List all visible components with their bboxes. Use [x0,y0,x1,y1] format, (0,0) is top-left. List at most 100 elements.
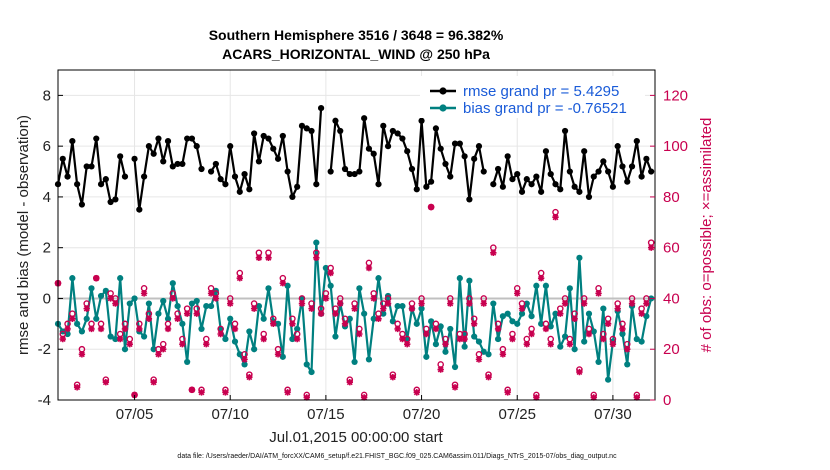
data-point [432,125,440,132]
obs-assimilated-marker [533,394,540,401]
y-right-tick-label: 80 [663,189,680,206]
obs-assimilated-marker [604,320,612,328]
data-point [356,168,363,175]
obs-assimilated-marker [571,315,578,322]
x-tick-label: 07/15 [307,406,345,423]
data-point [83,315,90,322]
x-tick-label: 07/30 [594,406,632,423]
data-point [370,150,377,157]
data-point [88,163,95,170]
data-point [231,338,239,345]
data-point [518,188,526,195]
obs-assimilated-marker [93,274,100,282]
data-point [389,318,396,325]
obs-assimilated-marker [308,305,315,312]
obs-assimilated-marker [418,300,425,307]
obs-assimilated-marker [136,325,143,333]
obs-assimilated-marker [341,320,349,328]
data-point [69,137,76,145]
data-point [59,155,66,162]
data-point [308,127,315,135]
data-point [581,338,588,345]
data-point [471,333,478,340]
data-point [308,368,315,376]
obs-assimilated-marker [207,290,215,297]
data-point [518,310,526,317]
data-point [375,181,382,188]
y-axis-right-ticks: 0 20 40 60 80 100 120 [650,87,688,409]
data-point [179,160,186,168]
data-point [313,239,320,246]
obs-assimilated-marker [375,315,382,322]
obs-assimilated-marker [380,305,387,312]
data-point [547,170,554,178]
data-point [346,315,353,322]
obs-assimilated-marker [514,290,521,297]
data-point [509,318,516,325]
obs-assimilated-marker [638,310,645,317]
obs-assimilated-marker [126,340,133,348]
data-point [624,178,631,185]
data-point [380,122,387,129]
obs-assimilated-marker [73,384,81,391]
series-3 [54,203,655,401]
data-point [198,325,205,333]
data-point [466,196,473,203]
data-point [428,178,435,185]
data-point [542,282,550,289]
data-point [117,275,124,282]
data-point [222,335,229,343]
obs-assimilated-marker [590,394,597,401]
obs-assimilated-marker [447,300,454,307]
data-point [74,181,81,188]
y-axis-left-ticks: -4 -2 0 2 4 6 8 [38,87,63,409]
data-point [552,310,559,317]
data-point [485,351,492,358]
data-point [260,132,267,140]
data-point [69,275,76,282]
data-point [600,305,607,312]
x-tick-label: 07/05 [116,406,154,423]
data-point [112,196,119,203]
data-point [188,300,196,307]
data-point [164,137,172,145]
obs-assimilated-marker [614,305,621,312]
obs-assimilated-marker [298,300,306,307]
obs-assimilated-marker [351,305,358,312]
data-point [97,292,105,300]
data-point [494,165,502,173]
data-point [284,168,291,175]
data-point [365,145,373,152]
data-point [241,170,248,178]
data-point [619,330,626,338]
obs-assimilated-marker [241,356,248,363]
data-point [141,173,148,180]
data-point [576,188,583,195]
obs-assimilated-marker [169,295,177,302]
obs-assimilated-marker [370,295,377,302]
obs-assimilated-marker [456,335,464,343]
obs-assimilated-marker [64,325,71,333]
data-point [375,275,382,282]
data-point [533,282,540,289]
data-point [289,335,296,343]
obs-assimilated-marker [552,214,559,221]
obs-assimilated-marker [179,340,186,348]
data-point [590,173,597,180]
obs-assimilated-marker [116,335,124,343]
y-tick-label: 4 [43,189,51,206]
data-point [145,300,152,307]
obs-assimilated-marker [557,310,564,317]
obs-assimilated-marker [313,254,320,262]
data-point [561,127,569,135]
y-right-tick-label: 120 [663,87,688,104]
data-point [619,163,626,170]
obs-assimilated-marker [633,394,641,401]
obs-assimilated-marker [576,368,583,376]
obs-assimilated-marker [566,340,574,348]
data-point [217,176,224,183]
data-point [121,346,129,353]
data-point [212,160,219,168]
data-point [643,155,650,162]
data-point [207,168,215,175]
